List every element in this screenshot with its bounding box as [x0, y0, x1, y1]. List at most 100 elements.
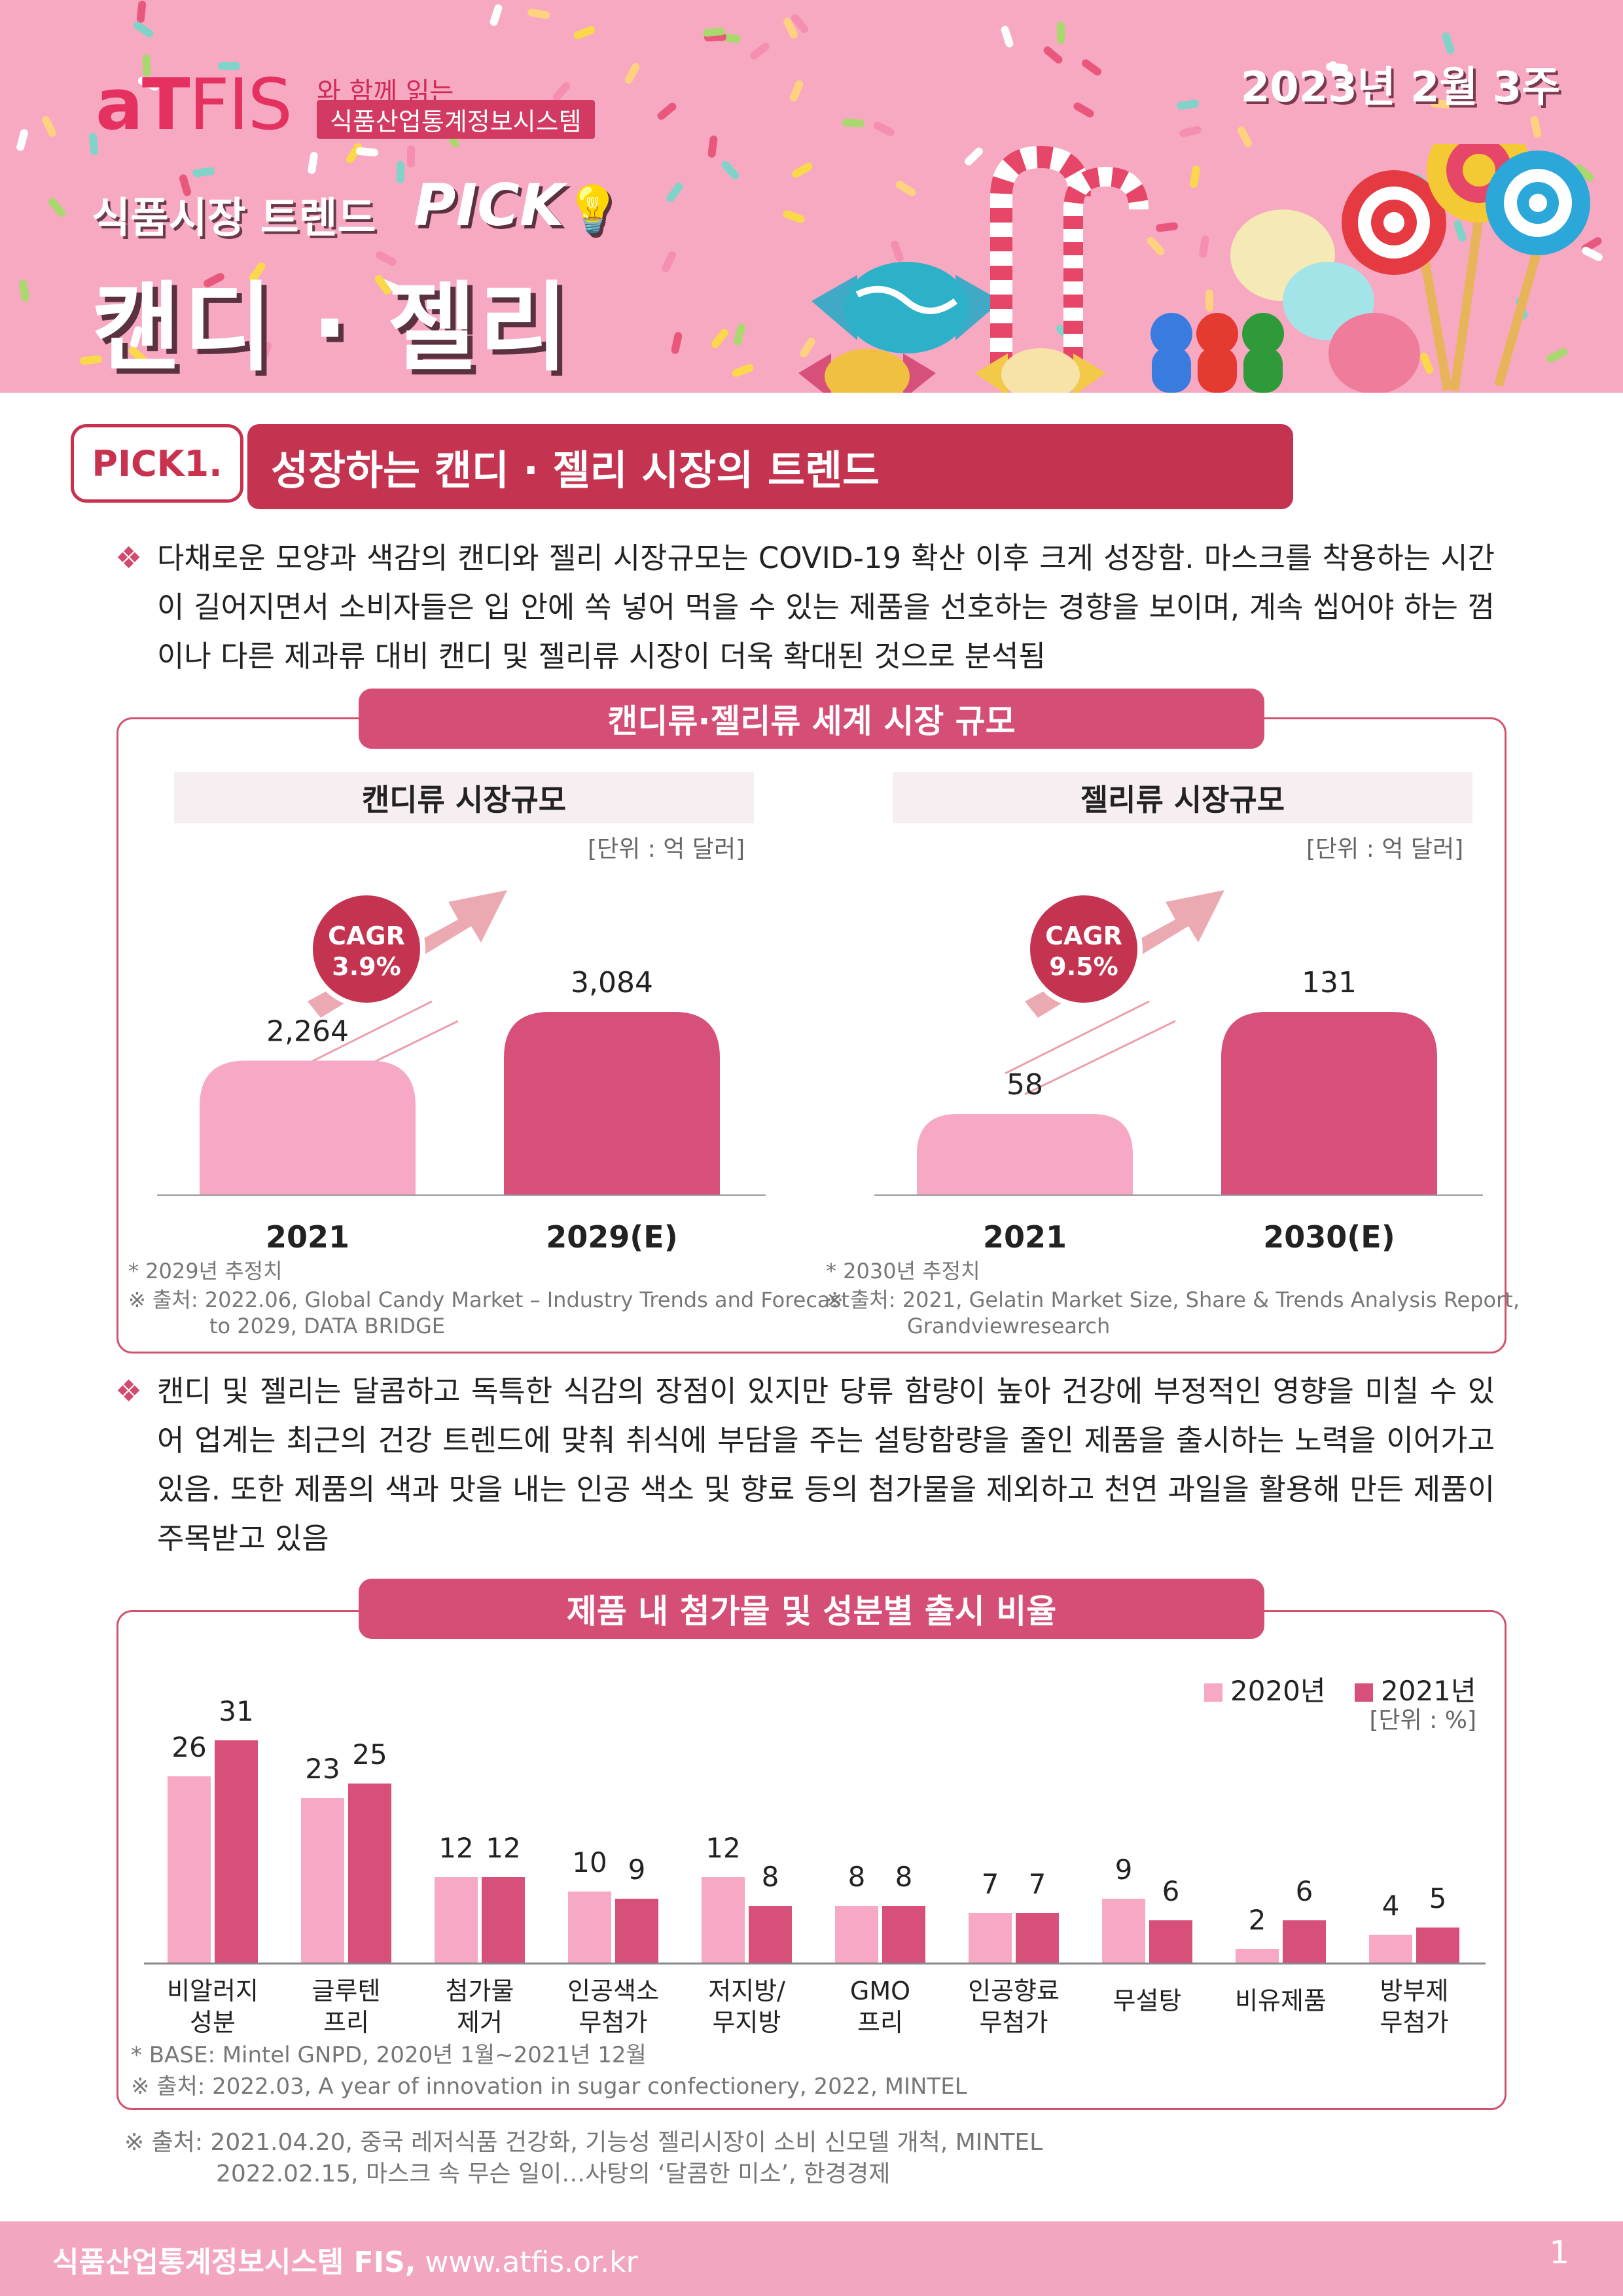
sprinkle — [136, 0, 147, 24]
sprinkle — [1072, 101, 1096, 119]
page-title: 캔디 · 젤리 — [92, 272, 571, 384]
bar — [1149, 1920, 1192, 1964]
bar-0 — [200, 1060, 416, 1195]
candy-unit: [단위 : 억 달러] — [588, 836, 745, 863]
data-label: 8 — [848, 1861, 866, 1893]
data-label: 25 — [352, 1738, 387, 1770]
candy-note-source-cont: to 2029, DATA BRIDGE — [209, 1314, 445, 1338]
paragraph-text: 캔디 및 젤리는 달콤하고 독특한 식감의 장점이 있지만 당류 함량이 높아 … — [157, 1374, 1495, 1556]
data-label: 9 — [1115, 1854, 1133, 1886]
bar — [215, 1740, 258, 1964]
wrapped-candy-icon — [812, 262, 1001, 353]
trend-label: 식품시장 트렌드 — [92, 194, 376, 243]
bar-1 — [1221, 1012, 1437, 1195]
data-label: 12 — [438, 1832, 473, 1864]
sprinkle — [1056, 21, 1065, 45]
footer-org: 식품산업통계정보시스템 FIS, www.atfis.or.kr — [52, 2246, 638, 2279]
sprinkle — [665, 181, 685, 204]
svg-text:CAGR: CAGR — [1045, 922, 1122, 950]
sprinkle — [1080, 58, 1103, 77]
category-label: 방부제 — [1380, 1977, 1449, 2005]
data-label: 7 — [982, 1868, 999, 1900]
data-label: 3,084 — [571, 966, 653, 999]
legend-label: 2021년 — [1381, 1675, 1476, 1707]
category-label: 무첨가 — [1380, 2008, 1449, 2037]
data-label: 131 — [1302, 966, 1357, 999]
sprinkle — [660, 250, 677, 274]
sprinkle — [1441, 31, 1455, 56]
legend-swatch — [1204, 1683, 1222, 1702]
category-label: 2029(E) — [546, 1219, 678, 1255]
sprinkle — [46, 196, 67, 219]
pick-badge: PICK1. — [71, 424, 243, 503]
data-label: 2,264 — [266, 1014, 349, 1048]
wrapped-candy-icon — [975, 348, 1106, 393]
category-label: 2030(E) — [1263, 1219, 1395, 1255]
bar-1 — [504, 1012, 720, 1195]
category-label: 제거 — [457, 2008, 503, 2037]
bullet-icon: ❖ — [115, 540, 143, 575]
category-label: 2021 — [266, 1219, 349, 1255]
bar — [1283, 1920, 1326, 1964]
bar — [1102, 1899, 1145, 1964]
gummy-bear-icon — [1242, 313, 1284, 393]
svg-text:3.9%: 3.9% — [332, 952, 401, 981]
category-label: 프리 — [857, 2008, 903, 2037]
ingredient-ratio-title: 제품 내 첨가물 및 성분별 출시 비율 — [359, 1579, 1264, 1639]
bar — [1236, 1949, 1279, 1964]
category-label: 프리 — [323, 2008, 369, 2037]
jelly-unit: [단위 : 억 달러] — [1306, 836, 1464, 863]
market-size-title: 캔디류·젤리류 세계 시장 규모 — [359, 689, 1264, 749]
gummy-bear-icon — [1196, 313, 1238, 393]
ratio-unit: [단위 : %] — [1369, 1707, 1476, 1734]
bar — [749, 1906, 792, 1964]
bar — [301, 1798, 344, 1964]
data-label: 6 — [1296, 1875, 1313, 1907]
source-line-2: 2022.02.15, 마스크 속 무슨 일이…사탕의 ‘달콤한 미소’, 한경… — [216, 2161, 891, 2187]
header-banner — [0, 0, 1623, 393]
sprinkle — [732, 323, 747, 346]
lightbulb-icon: 💡 — [564, 183, 622, 236]
pick-title: 성장하는 캔디 · 젤리 시장의 트렌드 — [247, 424, 1293, 509]
candy-illustration — [798, 144, 1590, 393]
sprinkle — [1529, 115, 1543, 139]
sprinkle — [527, 8, 550, 20]
data-label: 26 — [171, 1731, 206, 1763]
data-label: 4 — [1382, 1890, 1400, 1922]
data-label: 8 — [895, 1861, 913, 1893]
jelly-note-estimate: * 2030년 추정치 — [826, 1259, 980, 1283]
bar — [168, 1776, 211, 1964]
sprinkle — [872, 120, 896, 138]
candy-chart-title: 캔디류 시장규모 — [174, 772, 754, 823]
candy-note-estimate: * 2029년 추정치 — [128, 1259, 283, 1283]
sprinkle — [396, 160, 405, 184]
issue-week: 2023년 2월 3주 — [1240, 63, 1560, 112]
sprinkle — [307, 151, 319, 175]
sprinkle — [1042, 45, 1064, 65]
jelly-note-source-cont: Grandviewresearch — [907, 1314, 1111, 1338]
data-label: 10 — [572, 1846, 607, 1878]
bar — [1369, 1935, 1412, 1964]
sprinkle — [192, 166, 215, 178]
data-label: 8 — [762, 1861, 779, 1893]
category-label: 성분 — [190, 2008, 236, 2037]
gummy-bear-icon — [1150, 313, 1192, 393]
ratio-note-base: * BASE: Mintel GNPD, 2020년 1월~2021년 12월 — [131, 2042, 647, 2068]
footer-url[interactable]: www.atfis.or.kr — [416, 2246, 638, 2279]
svg-text:9.5%: 9.5% — [1049, 952, 1118, 981]
ratio-note-source: ※ 출처: 2022.03, A year of innovation in s… — [131, 2073, 967, 2100]
candy-note-source: ※ 출처: 2022.06, Global Candy Market – Ind… — [128, 1287, 849, 1312]
sprinkle — [218, 62, 240, 70]
paragraph-1: ❖ 다채로운 모양과 색감의 캔디와 젤리 시장규모는 COVID-19 확산 … — [115, 533, 1495, 681]
bar — [835, 1906, 878, 1964]
sprinkle — [406, 145, 416, 168]
category-label: 무첨가 — [579, 2008, 648, 2037]
legend-swatch — [1355, 1683, 1373, 1702]
bar — [482, 1877, 525, 1964]
category-label: 비유제품 — [1235, 1986, 1327, 2015]
data-label: 31 — [219, 1695, 253, 1727]
data-label: 2 — [1249, 1904, 1266, 1936]
data-label: 7 — [1029, 1868, 1046, 1900]
sprinkle — [670, 331, 683, 355]
